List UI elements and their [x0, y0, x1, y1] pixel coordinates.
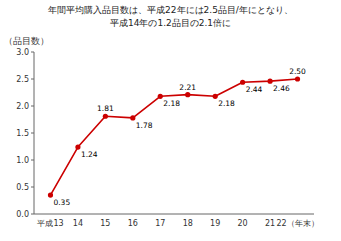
y-axis-line	[34, 52, 35, 214]
point	[267, 79, 272, 84]
data-label: 1.78	[136, 121, 153, 130]
plot-area	[48, 76, 300, 197]
x-tick-label: 19	[210, 219, 220, 228]
data-label: 0.35	[53, 198, 70, 207]
point	[295, 76, 300, 81]
y-tick-label: 1.0	[16, 156, 29, 165]
data-label: 1.24	[81, 150, 98, 159]
y-tick-label: 1.5	[16, 129, 29, 138]
line	[50, 79, 297, 195]
x-tick-label: 18	[183, 219, 193, 228]
point	[130, 115, 135, 120]
x-tick-label: 14	[73, 219, 83, 228]
point	[185, 92, 190, 97]
point	[158, 94, 163, 99]
y-tick-label: 2.5	[16, 75, 29, 84]
point	[240, 80, 245, 85]
y-tick-label: 2.0	[16, 102, 29, 111]
y-tick-label: 0.5	[16, 183, 29, 192]
x-axis-line	[34, 214, 314, 215]
data-label: 2.46	[273, 84, 290, 93]
title: 年間平均購入品目数は、平成22年には2.5品目/年にとなり、	[48, 5, 293, 15]
x-tick-label: 17	[155, 219, 165, 228]
data-label: 2.44	[246, 85, 263, 94]
x-axis: 平成13 14 15 16 17 18 19 20 2122（年末）	[34, 214, 319, 228]
y-axis-label: （品目数）	[4, 36, 49, 46]
data-label: 1.81	[97, 104, 114, 113]
data-label: 2.18	[218, 99, 235, 108]
y-tick-label: 3.0	[16, 48, 29, 57]
point	[75, 144, 80, 149]
x-tick-label: 平成13	[37, 219, 63, 228]
x-tick-label: 20	[238, 219, 248, 228]
point	[103, 114, 108, 119]
point	[213, 94, 218, 99]
point	[48, 193, 53, 198]
chart: 年間平均購入品目数は、平成22年には2.5品目/年にとなり、平成14年の1.2品…	[0, 0, 341, 241]
data-label: 2.18	[163, 99, 180, 108]
data-label: 2.21	[179, 83, 196, 92]
y-axis: 0.0 0.5 1.0 1.5 2.0 2.5 3.0	[16, 48, 34, 219]
x-tick-label: 21	[265, 219, 275, 228]
data-labels: 0.35 1.24 1.81 1.78 2.18 2.21 2.18 2.44 2.46 2.50	[53, 67, 306, 207]
y-tick-label: 0.0	[16, 210, 29, 219]
data-label: 2.50	[289, 67, 306, 76]
subtitle: 平成14年の1.2品目の2.1倍に	[110, 18, 231, 28]
x-tick-label: 22（年末）	[276, 219, 318, 228]
x-tick-label: 16	[128, 219, 138, 228]
x-tick-label: 15	[100, 219, 110, 228]
